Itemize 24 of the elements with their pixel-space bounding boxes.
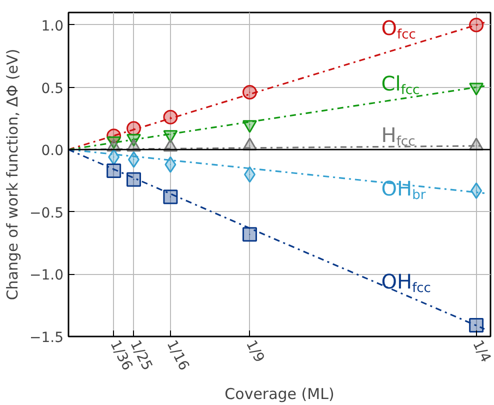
point <box>470 182 482 199</box>
y-tick-label: 0.0 <box>41 143 64 160</box>
x-axis-title: Coverage (ML) <box>224 384 334 403</box>
point <box>242 85 257 100</box>
point <box>469 18 484 32</box>
y-tick-label: −1.0 <box>30 268 64 284</box>
y-axis-title: Change of work function, ΔΦ (eV) <box>4 48 22 300</box>
point <box>106 164 122 178</box>
y-tick-label: −0.5 <box>30 205 64 222</box>
point <box>108 148 120 166</box>
point <box>242 227 257 242</box>
point <box>163 190 178 204</box>
x-tick-label: 1/4 <box>469 338 494 366</box>
point <box>126 121 141 136</box>
x-tick-label: 1/16 <box>163 338 192 374</box>
x-tick-label: 1/9 <box>242 338 268 366</box>
y-tick-label: 1.0 <box>41 18 64 34</box>
point <box>244 166 256 183</box>
point <box>164 156 176 173</box>
y-tick-label: −1.5 <box>30 330 64 346</box>
point <box>163 110 178 124</box>
y-tick-label: 0.5 <box>41 80 64 97</box>
point <box>126 172 141 187</box>
point <box>469 318 484 333</box>
